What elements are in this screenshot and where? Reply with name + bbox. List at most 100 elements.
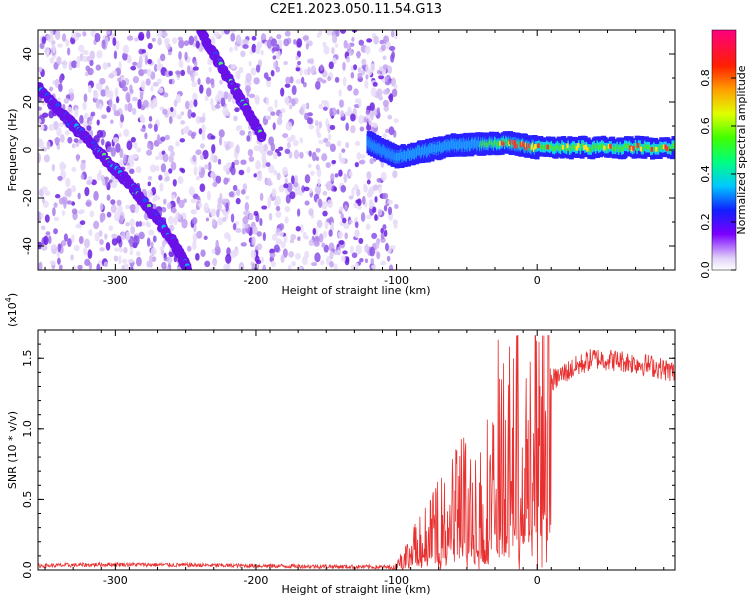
noise-speck — [218, 136, 223, 146]
noise-speck — [238, 262, 245, 270]
noise-speck — [377, 208, 383, 216]
y-scale-base: (x10 — [6, 302, 19, 327]
noise-speck — [84, 258, 91, 267]
noise-speck — [322, 190, 328, 196]
noise-speck — [120, 231, 127, 240]
noise-speck — [225, 202, 229, 212]
noise-speck — [382, 99, 389, 107]
noise-speck — [54, 30, 61, 41]
noise-speck — [306, 117, 313, 125]
noise-speck — [329, 124, 336, 131]
noise-speck — [71, 265, 77, 270]
noise-speck — [330, 173, 335, 182]
noise-speck — [108, 225, 114, 232]
noise-speck — [326, 30, 333, 36]
y-tick-label: 0.0 — [21, 561, 34, 579]
noise-speck — [142, 99, 149, 108]
noise-speck — [346, 55, 350, 63]
noise-speck — [228, 191, 235, 198]
noise-speck — [146, 189, 153, 198]
noise-speck — [38, 118, 42, 124]
noise-speck — [373, 35, 379, 45]
noise-speck — [139, 91, 144, 101]
noise-speck — [393, 221, 398, 230]
noise-speck — [205, 217, 210, 222]
noise-speck — [265, 162, 271, 167]
noise-speck — [61, 33, 67, 42]
noise-speck — [292, 139, 299, 147]
noise-speck — [359, 154, 366, 159]
noise-speck — [77, 210, 84, 215]
noise-speck — [38, 106, 43, 111]
noise-speck — [392, 170, 398, 179]
x-axis-label: Height of straight line (km) — [281, 583, 430, 596]
noise-speck — [199, 143, 205, 149]
noise-speck — [371, 232, 378, 239]
noise-speck — [210, 171, 216, 178]
noise-speck — [115, 40, 120, 51]
noise-speck — [225, 143, 230, 151]
noise-speck — [308, 239, 314, 247]
noise-speck — [184, 51, 188, 61]
ridge-speck — [184, 265, 193, 270]
noise-speck — [56, 250, 61, 258]
x-tick-label: -200 — [243, 574, 268, 587]
colorbar-tick-label: 0.2 — [699, 213, 712, 231]
noise-speck — [339, 99, 344, 108]
noise-speck — [296, 38, 303, 48]
noise-speck — [168, 70, 173, 77]
noise-speck — [355, 98, 360, 104]
noise-speck — [90, 111, 96, 117]
noise-speck — [296, 208, 301, 217]
noise-speck — [230, 63, 237, 70]
noise-speck — [334, 76, 340, 83]
noise-speck — [343, 173, 348, 184]
noise-speck — [102, 62, 108, 70]
noise-speck — [227, 234, 232, 243]
noise-speck — [82, 50, 89, 56]
noise-speck — [339, 157, 346, 164]
noise-speck — [230, 250, 237, 259]
noise-speck — [225, 253, 232, 264]
noise-speck — [164, 134, 171, 141]
x-tick-label: -300 — [103, 574, 128, 587]
x-tick-label: 0 — [534, 574, 541, 587]
noise-speck — [44, 46, 51, 56]
noise-speck — [135, 256, 142, 267]
noise-speck — [235, 188, 241, 197]
noise-speck — [225, 111, 231, 116]
noise-speck — [160, 136, 166, 142]
noise-speck — [348, 195, 354, 200]
noise-speck — [108, 98, 113, 108]
noise-speck — [391, 88, 398, 98]
noise-speck — [378, 95, 384, 101]
y-tick-label: 0.5 — [21, 491, 34, 509]
noise-speck — [229, 141, 234, 149]
y-tick-label: -20 — [21, 189, 34, 207]
noise-speck — [378, 185, 382, 194]
noise-speck — [93, 220, 100, 230]
noise-speck — [348, 171, 353, 177]
noise-speck — [62, 59, 68, 70]
noise-speck — [114, 87, 119, 98]
noise-speck — [71, 166, 77, 172]
noise-speck — [246, 87, 250, 97]
noise-speck — [353, 184, 359, 191]
noise-speck — [219, 192, 223, 203]
noise-speck — [331, 47, 335, 55]
noise-speck — [162, 153, 169, 163]
noise-speck — [96, 263, 101, 270]
noise-speck — [325, 162, 331, 169]
noise-speck — [270, 142, 276, 152]
noise-speck — [368, 200, 375, 210]
noise-speck — [289, 76, 294, 84]
noise-speck — [38, 153, 41, 163]
noise-speck — [82, 31, 87, 37]
noise-speck — [275, 66, 281, 73]
noise-speck — [351, 252, 358, 259]
noise-speck — [141, 221, 146, 227]
noise-speck — [342, 217, 347, 224]
noise-speck — [85, 125, 92, 131]
noise-speck — [222, 208, 227, 216]
noise-speck — [103, 261, 109, 268]
